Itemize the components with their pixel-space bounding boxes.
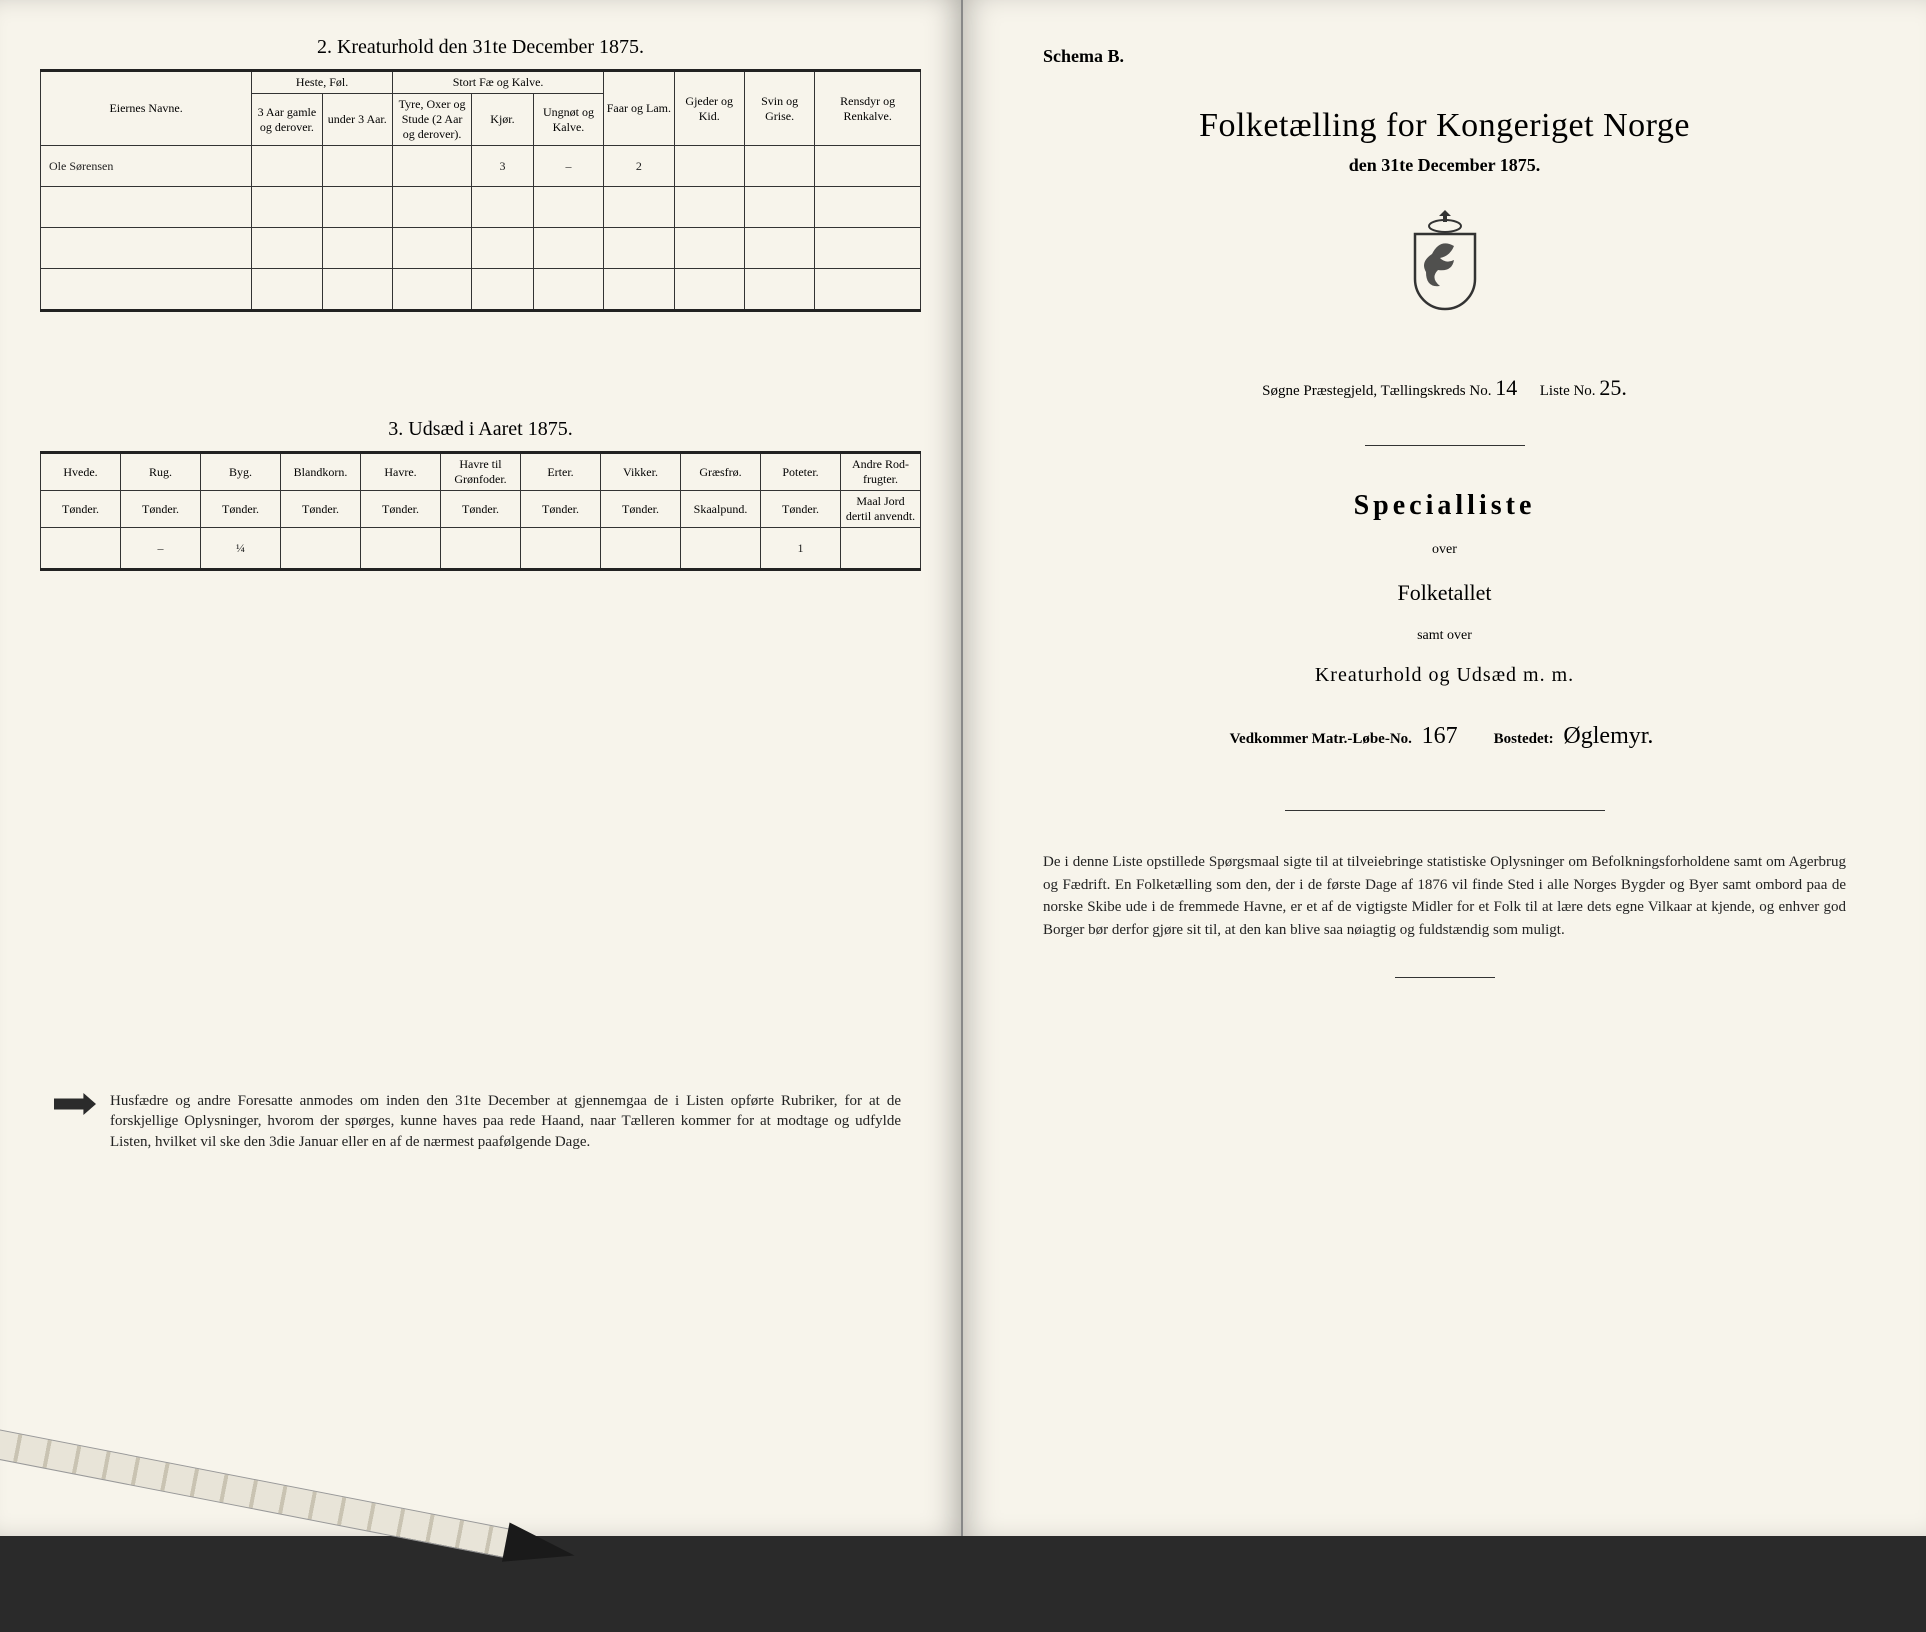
right-page: Schema B. Folketælling for Kongeriget No…	[963, 0, 1926, 1536]
cell-byg: ¼	[201, 528, 281, 570]
kreds-no: 14	[1495, 375, 1517, 400]
c9: Græsfrø.	[681, 453, 761, 491]
owner-name: Ole Sørensen	[41, 146, 252, 187]
sub-tyre: Tyre, Oxer og Stude (2 Aar og derover).	[392, 94, 471, 146]
livestock-table: Eiernes Navne. Heste, Føl. Stort Fæ og K…	[40, 69, 921, 312]
liste-no: 25.	[1599, 375, 1627, 400]
pointing-hand-icon	[54, 1093, 96, 1115]
bostedet-value: Øglemyr.	[1557, 723, 1659, 749]
coat-of-arms-icon	[1400, 206, 1490, 316]
book-spread: 2. Kreaturhold den 31te December 1875. E…	[0, 0, 1926, 1536]
col-faar: Faar og Lam.	[604, 71, 674, 146]
pen-tip	[502, 1522, 578, 1575]
sub-3aar: 3 Aar gamle og derover.	[252, 94, 322, 146]
samt-label: samt over	[1003, 628, 1886, 644]
c2: Rug.	[121, 453, 201, 491]
col-group-stort: Stort Fæ og Kalve.	[392, 71, 603, 94]
col-owner: Eiernes Navne.	[41, 71, 252, 146]
cell-ungnot: –	[533, 146, 603, 187]
left-page: 2. Kreaturhold den 31te December 1875. E…	[0, 0, 963, 1536]
matr-no: 167	[1416, 723, 1464, 749]
col-group-heste: Heste, Føl.	[252, 71, 393, 94]
sub-kjor: Kjør.	[472, 94, 534, 146]
parish-line: Søgne Præstegjeld, Tællingskreds No. 14 …	[1003, 375, 1886, 401]
c10: Poteter.	[761, 453, 841, 491]
u6: Tønder.	[441, 491, 521, 528]
spacer	[40, 312, 921, 412]
sub-under3: under 3 Aar.	[322, 94, 392, 146]
divider	[1365, 445, 1525, 446]
table-header-row: Eiernes Navne. Heste, Føl. Stort Fæ og K…	[41, 71, 921, 94]
u1: Tønder.	[41, 491, 121, 528]
divider-bottom	[1395, 977, 1495, 978]
table-row	[41, 187, 921, 228]
divider-long	[1285, 810, 1605, 811]
c4: Blandkorn.	[281, 453, 361, 491]
schema-label: Schema B.	[1043, 46, 1886, 67]
seed-table: Hvede. Rug. Byg. Blandkorn. Havre. Havre…	[40, 451, 921, 571]
cell-poteter: 1	[761, 528, 841, 570]
u7: Tønder.	[521, 491, 601, 528]
section-3-title: 3. Udsæd i Aaret 1875.	[40, 418, 921, 441]
c3: Byg.	[201, 453, 281, 491]
matr-pre: Vedkommer Matr.-Løbe-No.	[1230, 731, 1412, 747]
table-row: – ¼ 1	[41, 528, 921, 570]
u11: Maal Jord dertil anvendt.	[841, 491, 921, 528]
c11: Andre Rod-frugter.	[841, 453, 921, 491]
u4: Tønder.	[281, 491, 361, 528]
folketallet-label: Folketallet	[1003, 580, 1886, 606]
bottom-note: Husfædre og andre Foresatte anmodes om i…	[40, 1091, 921, 1152]
table-unit-row: Tønder. Tønder. Tønder. Tønder. Tønder. …	[41, 491, 921, 528]
c8: Vikker.	[601, 453, 681, 491]
main-title: Folketælling for Kongeriget Norge	[1003, 107, 1886, 145]
u9: Skaalpund.	[681, 491, 761, 528]
section-2-title: 2. Kreaturhold den 31te December 1875.	[40, 36, 921, 59]
u5: Tønder.	[361, 491, 441, 528]
table-row: Ole Sørensen 3 – 2	[41, 146, 921, 187]
col-svin: Svin og Grise.	[744, 71, 814, 146]
cell-kjor: 3	[472, 146, 534, 187]
liste-label: Liste No.	[1540, 383, 1596, 399]
sub-title: den 31te December 1875.	[1003, 155, 1886, 176]
specialliste-title: Specialliste	[1003, 490, 1886, 522]
c7: Erter.	[521, 453, 601, 491]
u10: Tønder.	[761, 491, 841, 528]
col-gjeder: Gjeder og Kid.	[674, 71, 744, 146]
c1: Hvede.	[41, 453, 121, 491]
u2: Tønder.	[121, 491, 201, 528]
table-header-row: Hvede. Rug. Byg. Blandkorn. Havre. Havre…	[41, 453, 921, 491]
table-row	[41, 269, 921, 311]
u3: Tønder.	[201, 491, 281, 528]
parish-pre: Søgne Præstegjeld, Tællingskreds No.	[1262, 383, 1491, 399]
cell-faar: 2	[604, 146, 674, 187]
pen-body	[0, 1422, 514, 1559]
over-label: over	[1003, 542, 1886, 558]
table-row	[41, 228, 921, 269]
kreatur-label: Kreaturhold og Udsæd m. m.	[1003, 664, 1886, 687]
bostedet-label: Bostedet:	[1494, 731, 1554, 747]
cell-rug: –	[121, 528, 201, 570]
col-rensdyr: Rensdyr og Renkalve.	[815, 71, 921, 146]
description-paragraph: De i denne Liste opstillede Spørgsmaal s…	[1003, 851, 1886, 941]
c5: Havre.	[361, 453, 441, 491]
sub-ungnot: Ungnøt og Kalve.	[533, 94, 603, 146]
matr-line: Vedkommer Matr.-Løbe-No. 167 Bostedet: Ø…	[1003, 723, 1886, 750]
pen-overlay	[0, 1377, 678, 1632]
note-text: Husfædre og andre Foresatte anmodes om i…	[110, 1093, 901, 1150]
u8: Tønder.	[601, 491, 681, 528]
c6: Havre til Grønfoder.	[441, 453, 521, 491]
